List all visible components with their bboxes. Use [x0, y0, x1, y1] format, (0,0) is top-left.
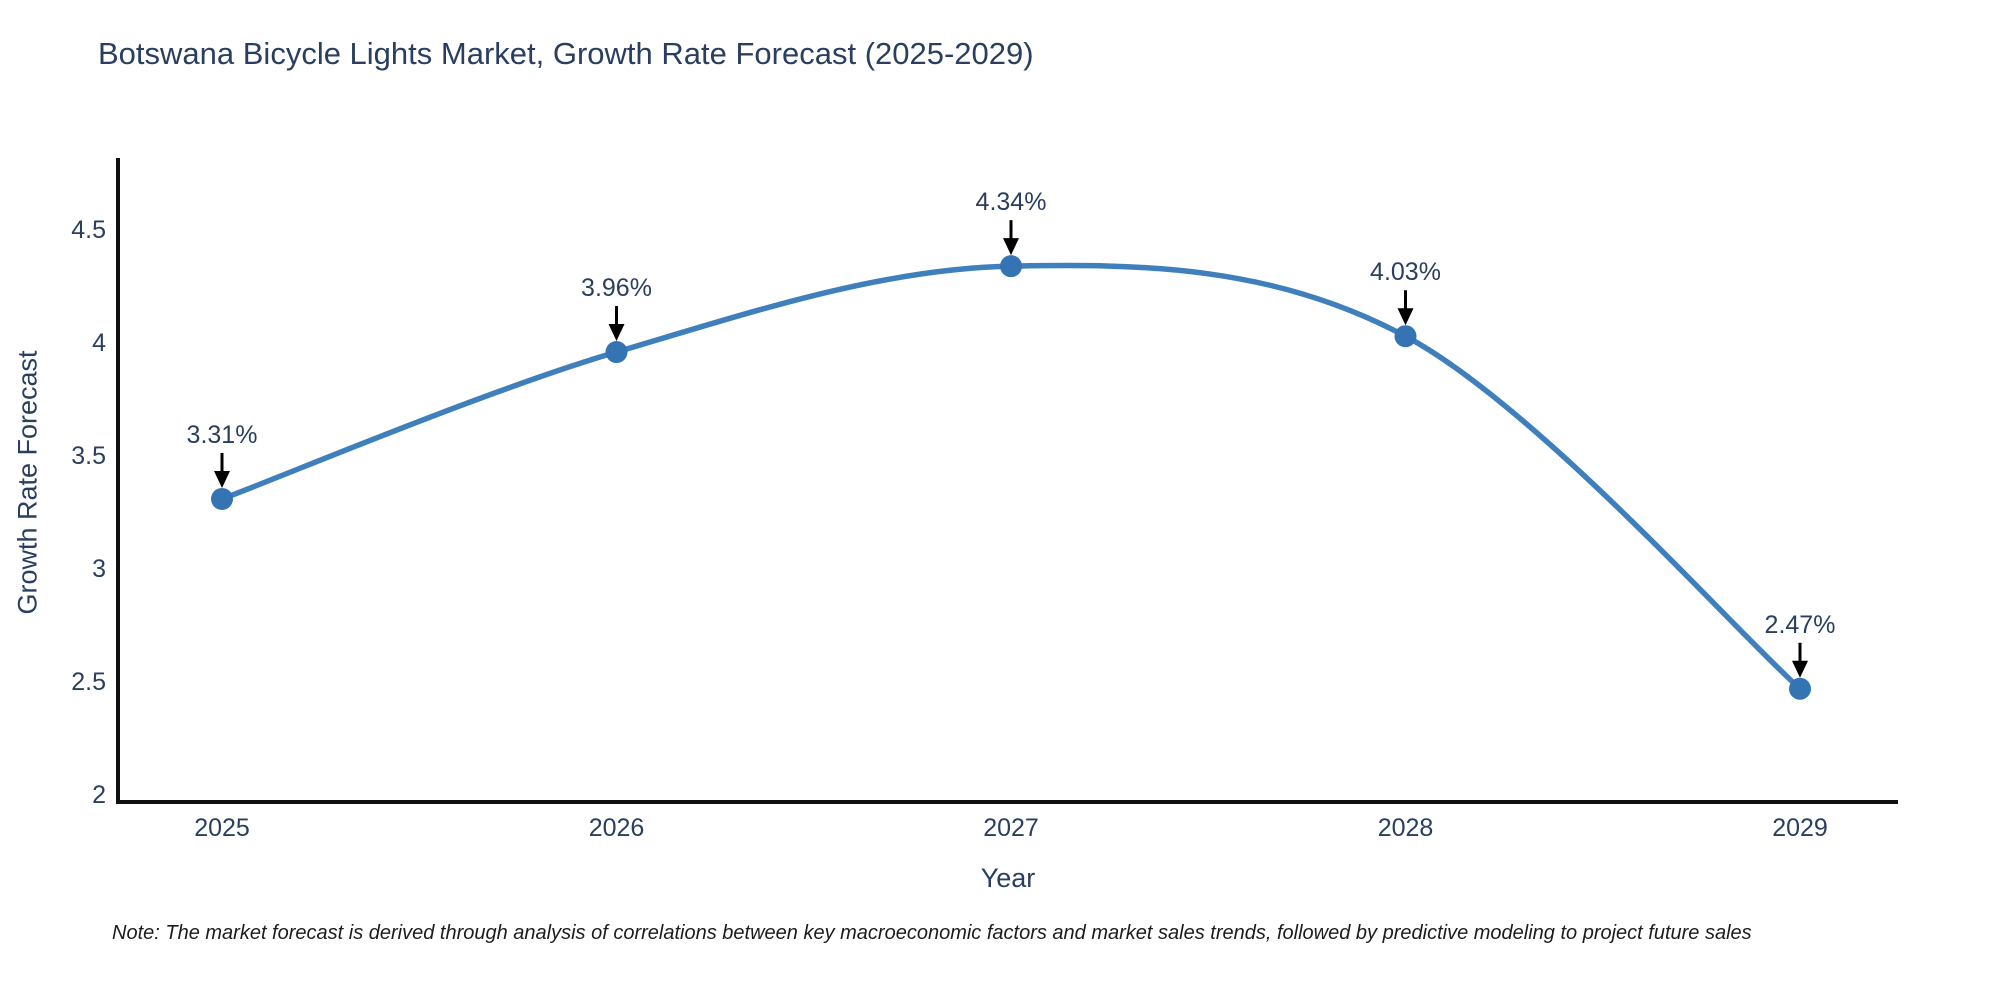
x-tick-label: 2028 — [1378, 814, 1434, 842]
y-tick-label: 2 — [92, 781, 106, 809]
x-tick-label: 2029 — [1772, 814, 1828, 842]
y-axis-title: Growth Rate Forecast — [12, 350, 43, 615]
chart-title: Botswana Bicycle Lights Market, Growth R… — [98, 36, 1034, 71]
data-point-label: 3.96% — [581, 274, 652, 302]
annotation-arrowhead — [1397, 308, 1414, 326]
data-point-label: 2.47% — [1765, 611, 1836, 639]
annotation-arrowhead — [608, 324, 625, 342]
y-tick-label: 3.5 — [71, 442, 106, 470]
annotation-arrowhead — [1792, 660, 1808, 678]
x-tick-label: 2027 — [983, 814, 1039, 842]
data-point-label: 4.34% — [976, 188, 1047, 216]
trend-line — [219, 262, 1803, 692]
annotation-arrowhead — [214, 470, 230, 488]
data-point-label: 4.03% — [1370, 258, 1441, 286]
data-point-marker — [1394, 325, 1417, 348]
x-tick-label: 2026 — [589, 814, 645, 842]
data-point-label: 3.31% — [187, 421, 258, 449]
data-point-marker — [1000, 255, 1022, 278]
y-tick-label: 4.5 — [71, 216, 106, 244]
data-point-marker — [211, 487, 233, 510]
y-tick-label: 2.5 — [71, 668, 106, 696]
annotation-arrowhead — [1003, 238, 1019, 256]
footnote: Note: The market forecast is derived thr… — [112, 922, 1752, 944]
y-tick-label: 3 — [92, 555, 106, 583]
data-point-marker — [605, 341, 628, 364]
x-tick-label: 2025 — [194, 814, 250, 842]
x-axis-title: Year — [980, 863, 1036, 893]
y-tick-label: 4 — [92, 329, 106, 357]
data-point-marker — [1789, 677, 1811, 700]
